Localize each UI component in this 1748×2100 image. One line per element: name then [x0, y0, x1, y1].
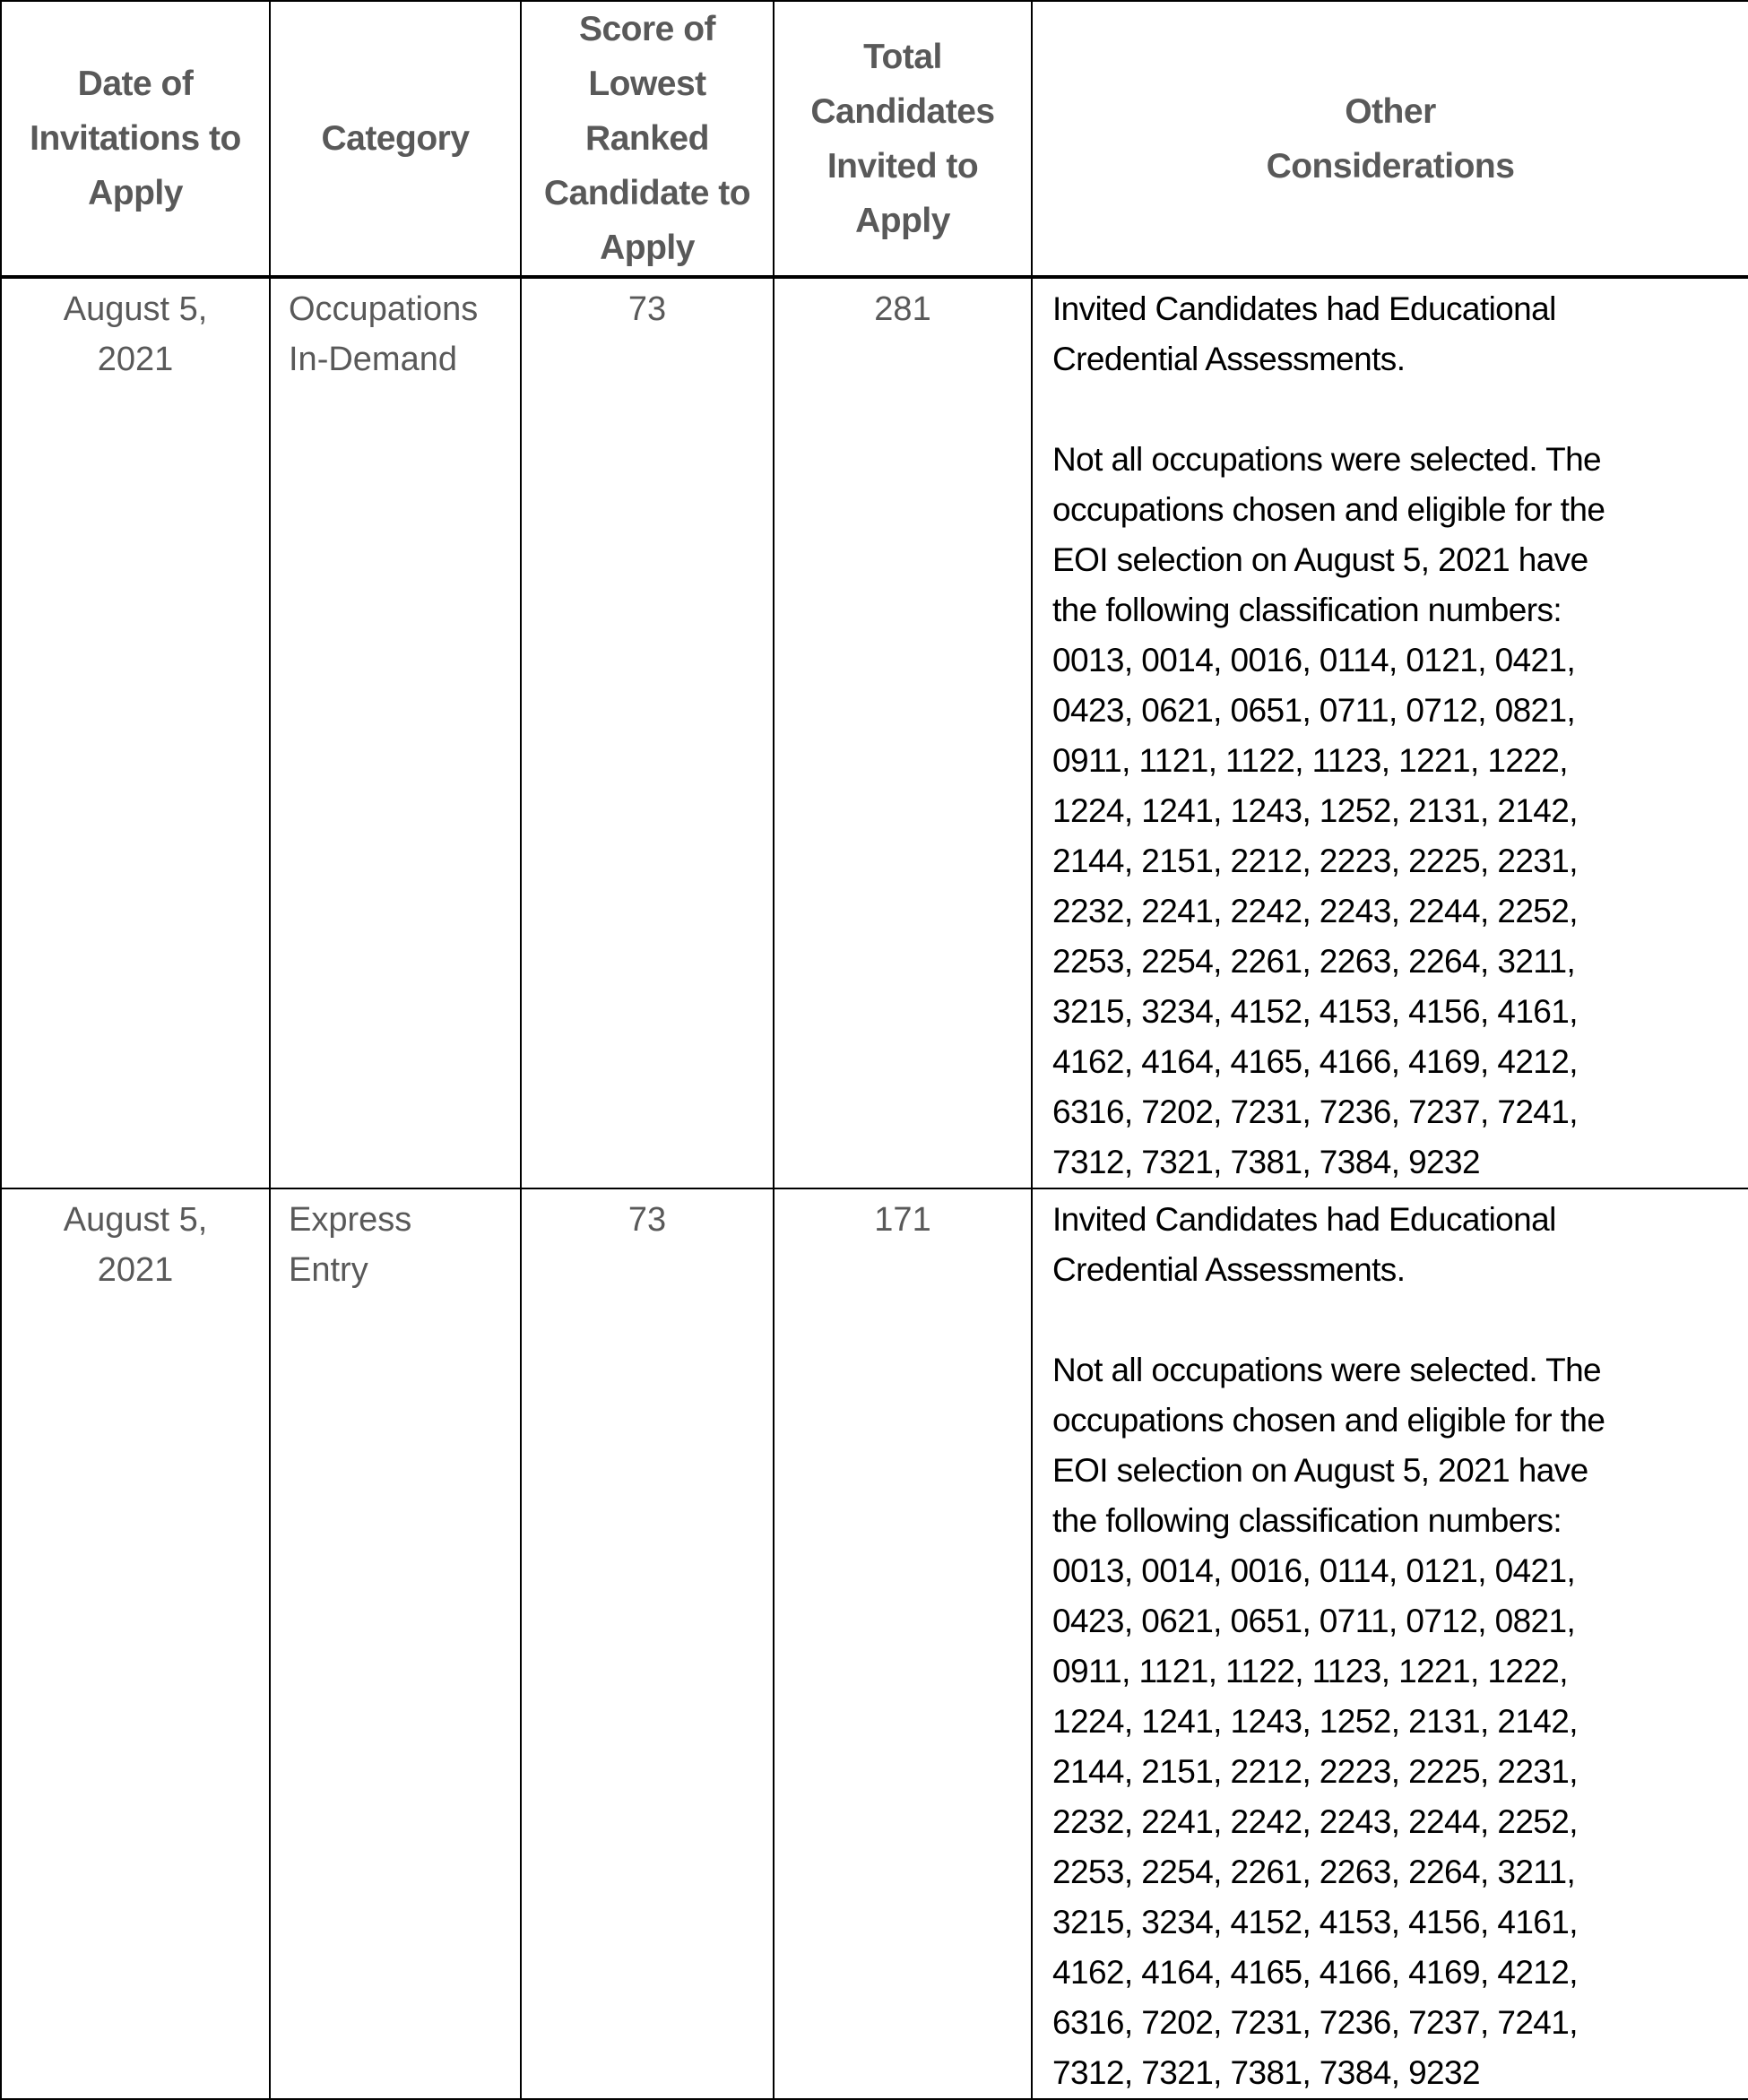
score-text: 73: [627, 1201, 667, 1239]
cell-total: 171: [773, 1188, 1033, 2100]
cell-score: 73: [520, 276, 774, 1189]
score-text: 73: [627, 290, 667, 328]
category-text: Express Entry: [289, 1201, 412, 1289]
header-other: Other Considerations: [1031, 0, 1748, 278]
cell-category: Occupations In-Demand: [269, 276, 522, 1189]
total-text: 171: [874, 1201, 931, 1239]
total-text: 281: [874, 290, 931, 328]
other-para-1: Invited Candidates had Educational Crede…: [1052, 1201, 1556, 1288]
cell-score: 73: [520, 1188, 774, 2100]
cell-total: 281: [773, 276, 1033, 1189]
header-row: Date of Invitations to Apply Category Sc…: [0, 0, 1748, 278]
category-text: Occupations In-Demand: [289, 290, 479, 378]
date-text: August 5, 2021: [63, 290, 208, 378]
other-para-2: Not all occupations were selected. The o…: [1052, 441, 1605, 1180]
cell-date: August 5, 2021: [0, 1188, 271, 2100]
header-category: Category: [269, 0, 522, 278]
cell-category: Express Entry: [269, 1188, 522, 2100]
table-row: August 5, 2021 Occupations In-Demand 73 …: [0, 276, 1748, 1189]
header-date: Date of Invitations to Apply: [0, 0, 271, 278]
cell-other: Invited Candidates had Educational Crede…: [1031, 276, 1748, 1189]
header-score: Score of Lowest Ranked Candidate to Appl…: [520, 0, 774, 278]
other-para-2: Not all occupations were selected. The o…: [1052, 1352, 1605, 2091]
cell-other: Invited Candidates had Educational Crede…: [1031, 1188, 1748, 2100]
cell-date: August 5, 2021: [0, 276, 271, 1189]
date-text: August 5, 2021: [63, 1201, 208, 1289]
header-total: Total Candidates Invited to Apply: [773, 0, 1033, 278]
table-row: August 5, 2021 Express Entry 73 171 Invi…: [0, 1188, 1748, 2100]
other-para-1: Invited Candidates had Educational Crede…: [1052, 290, 1556, 377]
